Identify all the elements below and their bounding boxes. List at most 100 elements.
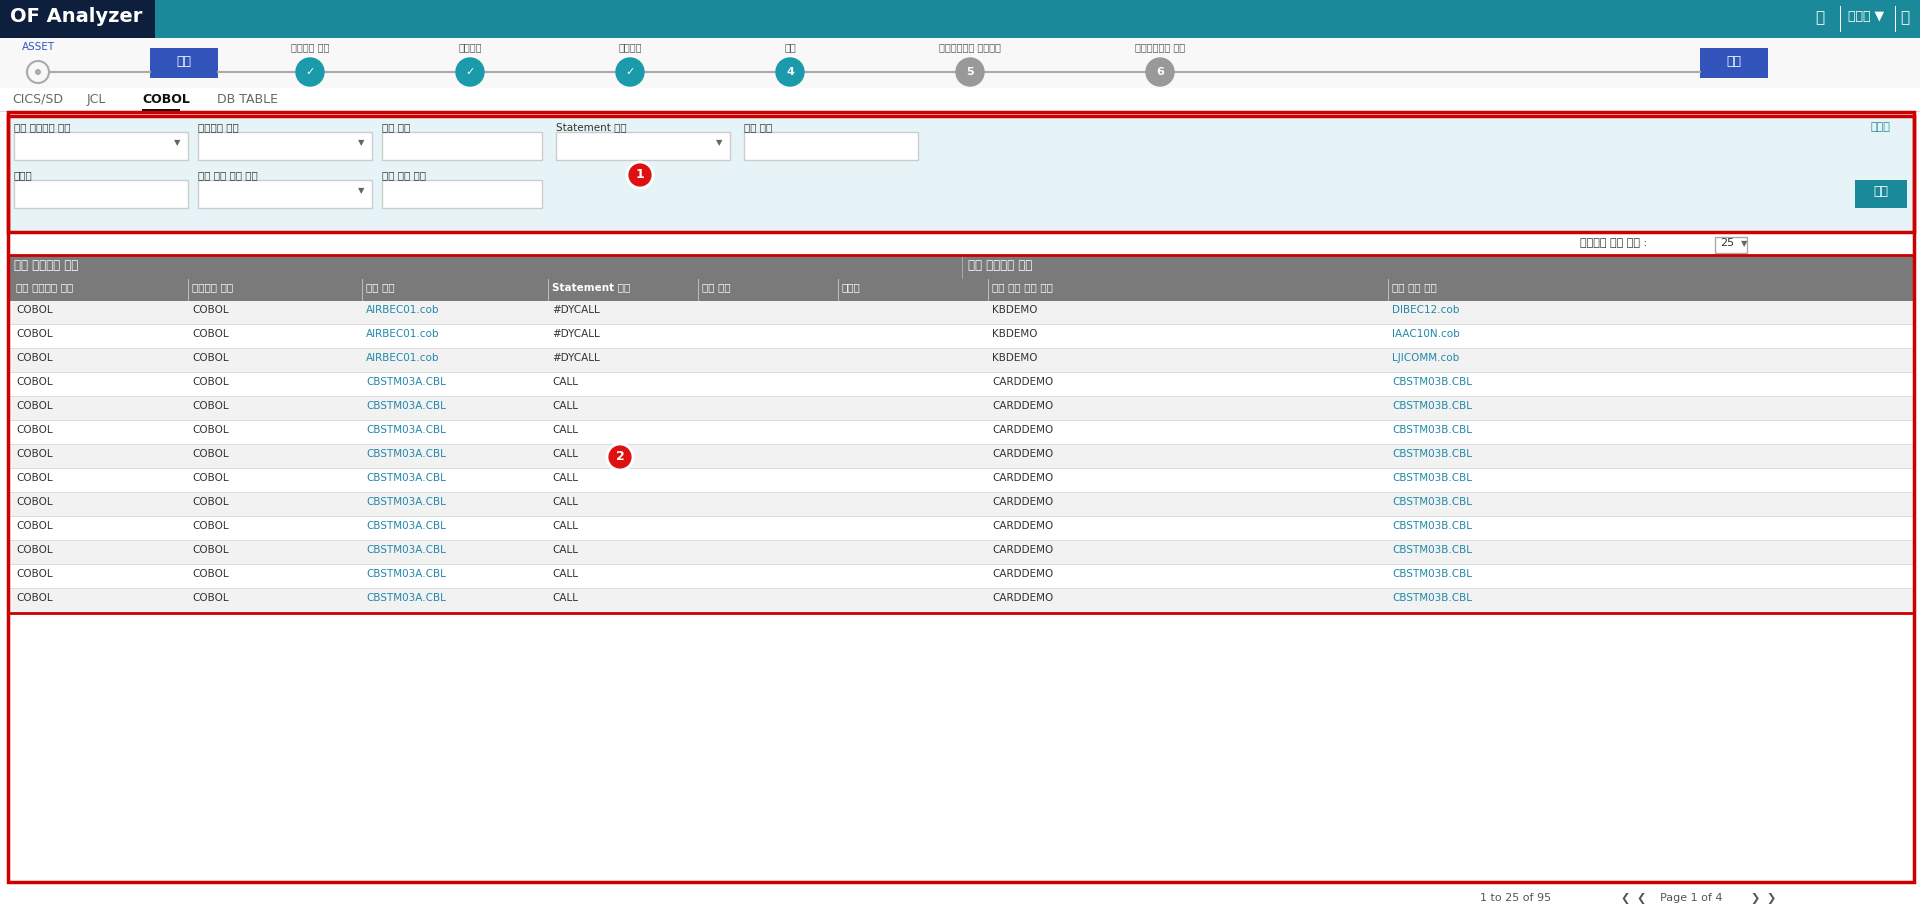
Text: CARDDEMO: CARDDEMO — [993, 425, 1054, 435]
Text: COBOL: COBOL — [15, 425, 52, 435]
Text: CBSTM03A.CBL: CBSTM03A.CBL — [367, 545, 445, 555]
Text: 👤: 👤 — [1901, 10, 1908, 25]
Text: ▼: ▼ — [357, 186, 365, 195]
Circle shape — [628, 162, 653, 188]
Text: COBOL: COBOL — [15, 401, 52, 411]
Text: 변수 이름: 변수 이름 — [745, 122, 772, 132]
Bar — [8, 469, 1914, 493]
Text: CARDDEMO: CARDDEMO — [993, 377, 1054, 387]
Bar — [745, 132, 918, 160]
Text: CBSTM03A.CBL: CBSTM03A.CBL — [367, 425, 445, 435]
Text: COBOL: COBOL — [15, 497, 52, 507]
Bar — [0, 0, 156, 38]
Text: ▼: ▼ — [1741, 239, 1747, 248]
Bar — [0, 38, 1920, 90]
Text: 1: 1 — [636, 168, 645, 181]
Text: AIRBEC01.cob: AIRBEC01.cob — [367, 329, 440, 339]
Bar — [142, 109, 179, 111]
Text: Page 1 of 4: Page 1 of 4 — [1661, 893, 1722, 903]
Text: 상위 프로그램 정보: 상위 프로그램 정보 — [13, 259, 79, 272]
Text: CARDDEMO: CARDDEMO — [993, 569, 1054, 579]
Bar — [557, 132, 730, 160]
Bar — [8, 397, 1914, 421]
Circle shape — [1146, 58, 1173, 86]
Bar — [8, 255, 1914, 279]
Text: CARDDEMO: CARDDEMO — [993, 593, 1054, 603]
Text: 2: 2 — [616, 450, 624, 463]
Text: COBOL: COBOL — [15, 353, 52, 363]
Text: CBSTM03A.CBL: CBSTM03A.CBL — [367, 521, 445, 531]
Text: CBSTM03B.CBL: CBSTM03B.CBL — [1392, 473, 1473, 483]
Text: CBSTM03B.CBL: CBSTM03B.CBL — [1392, 449, 1473, 459]
Text: 디렉터리 이름: 디렉터리 이름 — [198, 122, 238, 132]
Text: CBSTM03B.CBL: CBSTM03B.CBL — [1392, 377, 1473, 387]
Text: CBSTM03B.CBL: CBSTM03B.CBL — [1392, 521, 1473, 531]
Text: COBOL: COBOL — [15, 593, 52, 603]
Text: COBOL: COBOL — [192, 425, 228, 435]
Text: 프로젝트 목록: 프로젝트 목록 — [290, 42, 328, 52]
Text: 초기화: 초기화 — [1870, 122, 1889, 132]
Text: 디렉터리 이름: 디렉터리 이름 — [192, 282, 232, 292]
Bar — [8, 348, 1914, 349]
Bar — [8, 420, 1914, 421]
Bar — [8, 116, 1914, 232]
Text: CALL: CALL — [553, 401, 578, 411]
Bar — [8, 517, 1914, 541]
Bar — [0, 111, 1920, 112]
Text: COBOL: COBOL — [15, 545, 52, 555]
Bar — [8, 255, 1914, 613]
Bar — [198, 180, 372, 208]
Text: 하위 모듈 저장 경로: 하위 모듈 저장 경로 — [198, 170, 257, 180]
Circle shape — [776, 58, 804, 86]
Circle shape — [607, 444, 634, 470]
Text: COBOL: COBOL — [192, 353, 228, 363]
Text: AIRBEC01.cob: AIRBEC01.cob — [367, 305, 440, 315]
Bar — [8, 540, 1914, 541]
Text: COBOL: COBOL — [192, 473, 228, 483]
Text: COBOL: COBOL — [192, 401, 228, 411]
Text: COBOL: COBOL — [192, 569, 228, 579]
Text: 마이그레이터 대시보드: 마이그레이터 대시보드 — [939, 42, 1000, 52]
Bar — [8, 421, 1914, 445]
Text: CALL: CALL — [553, 377, 578, 387]
Text: ✓: ✓ — [305, 67, 315, 77]
Text: COBOL: COBOL — [15, 449, 52, 459]
Text: 다음: 다음 — [1726, 55, 1741, 68]
Text: ASSET: ASSET — [21, 42, 54, 52]
Text: DIBEC12.cob: DIBEC12.cob — [1392, 305, 1459, 315]
Bar — [13, 180, 188, 208]
Text: 뒤로: 뒤로 — [177, 55, 192, 68]
Text: COBOL: COBOL — [15, 329, 52, 339]
Text: COBOL: COBOL — [15, 377, 52, 387]
Text: COBOL: COBOL — [192, 497, 228, 507]
Text: CBSTM03A.CBL: CBSTM03A.CBL — [367, 497, 445, 507]
Text: CARDDEMO: CARDDEMO — [993, 521, 1054, 531]
Text: 페이지당 표시 개수 :: 페이지당 표시 개수 : — [1580, 238, 1647, 248]
Text: CALL: CALL — [553, 593, 578, 603]
Bar — [382, 180, 541, 208]
Text: KBDEMO: KBDEMO — [993, 329, 1037, 339]
Text: CBSTM03B.CBL: CBSTM03B.CBL — [1392, 569, 1473, 579]
Bar — [8, 445, 1914, 469]
Bar — [8, 301, 1914, 325]
Text: 주보군: 주보군 — [843, 282, 860, 292]
Bar — [8, 588, 1914, 589]
Text: 하위 모듈 이름: 하위 모듈 이름 — [1392, 282, 1436, 292]
Bar — [8, 112, 1914, 882]
Text: ✓: ✓ — [465, 67, 474, 77]
Circle shape — [35, 69, 40, 75]
Bar — [1699, 48, 1768, 78]
Text: LJICOMM.cob: LJICOMM.cob — [1392, 353, 1459, 363]
Bar — [8, 541, 1914, 565]
Text: CBSTM03B.CBL: CBSTM03B.CBL — [1392, 497, 1473, 507]
Text: CALL: CALL — [553, 449, 578, 459]
Bar — [1855, 180, 1907, 208]
Bar — [8, 468, 1914, 469]
Bar — [8, 349, 1914, 373]
Text: COBOL: COBOL — [142, 93, 190, 106]
Bar — [0, 88, 1920, 112]
Text: 하위 모듈 저장 경로: 하위 모듈 저장 경로 — [993, 282, 1052, 292]
Text: ❮: ❮ — [1620, 893, 1630, 904]
Text: COBOL: COBOL — [15, 521, 52, 531]
Text: 6: 6 — [1156, 67, 1164, 77]
